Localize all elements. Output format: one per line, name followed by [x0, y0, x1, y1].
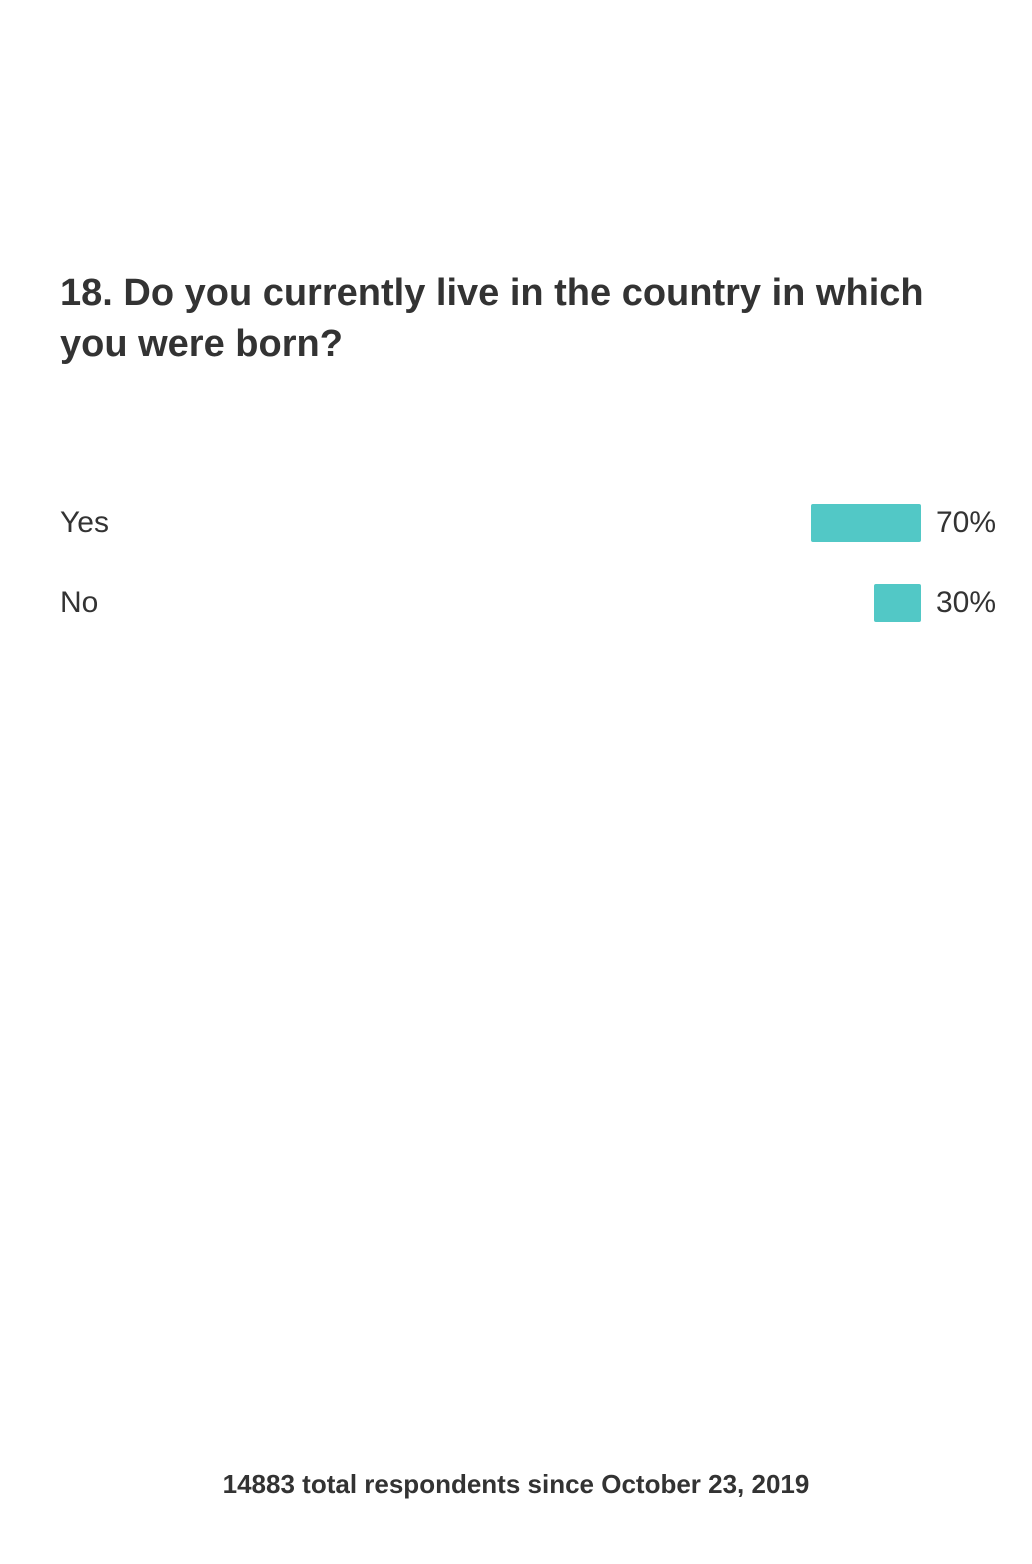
percent-label-yes: 70%: [936, 506, 997, 539]
percent-label-no: 30%: [936, 586, 997, 619]
answer-label-no: No: [60, 586, 99, 619]
answer-label-yes: Yes: [60, 506, 109, 539]
bar-yes: [811, 504, 921, 542]
question-title: 18. Do you currently live in the country…: [60, 272, 924, 365]
respondents-footer: 14883 total respondents since October 23…: [222, 1469, 810, 1499]
bar-no: [874, 584, 921, 622]
